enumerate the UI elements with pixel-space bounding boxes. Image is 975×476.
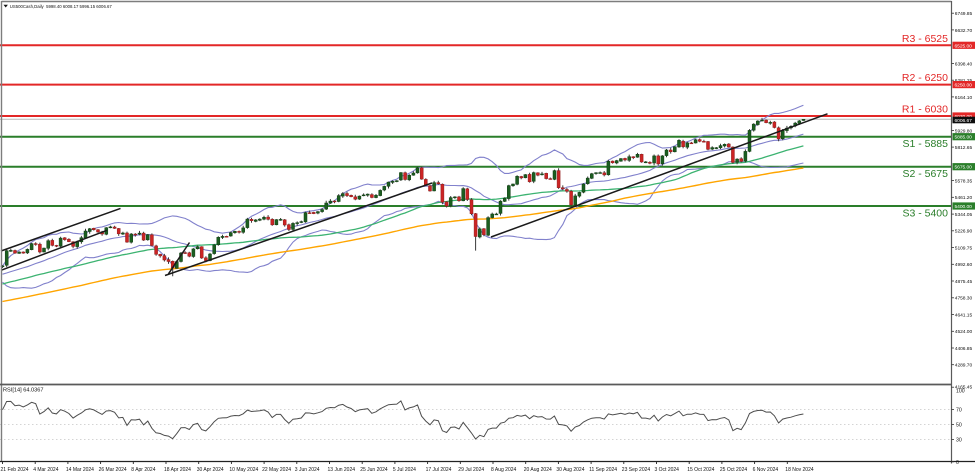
svg-text:14 Mar 2024: 14 Mar 2024 <box>66 467 94 473</box>
svg-text:S2 - 5675: S2 - 5675 <box>902 168 948 180</box>
svg-text:3 Oct 2024: 3 Oct 2024 <box>655 467 680 473</box>
svg-text:17 Jul 2024: 17 Jul 2024 <box>426 467 452 473</box>
svg-text:6525.00: 6525.00 <box>955 43 973 49</box>
svg-text:R2 - 6250: R2 - 6250 <box>902 72 948 84</box>
svg-text:13 Jun 2024: 13 Jun 2024 <box>328 467 356 473</box>
svg-text:R1 - 6030: R1 - 6030 <box>902 104 948 116</box>
svg-text:4406.85: 4406.85 <box>955 346 973 352</box>
svg-text:S3 - 5400: S3 - 5400 <box>902 208 948 220</box>
svg-text:6398.40: 6398.40 <box>955 61 973 67</box>
svg-text:5109.75: 5109.75 <box>955 246 973 252</box>
svg-text:6 Nov 2024: 6 Nov 2024 <box>753 467 779 473</box>
svg-text:5885.00: 5885.00 <box>955 135 973 141</box>
svg-text:6250.00: 6250.00 <box>955 83 973 89</box>
svg-text:6632.70: 6632.70 <box>955 28 973 34</box>
svg-text:4 Mar 2024: 4 Mar 2024 <box>33 467 59 473</box>
svg-text:4992.60: 4992.60 <box>955 262 973 268</box>
svg-text:3 Jun 2024: 3 Jun 2024 <box>295 467 320 473</box>
svg-text:5578.35: 5578.35 <box>955 179 973 185</box>
svg-text:5461.20: 5461.20 <box>955 195 973 201</box>
svg-text:4165.45: 4165.45 <box>955 384 973 390</box>
svg-text:30: 30 <box>956 437 962 443</box>
svg-text:6749.85: 6749.85 <box>955 11 973 17</box>
svg-text:4289.70: 4289.70 <box>955 363 973 369</box>
svg-text:22 May 2024: 22 May 2024 <box>262 467 291 473</box>
svg-text:25 Jun 2024: 25 Jun 2024 <box>360 467 388 473</box>
svg-text:6006.67: 6006.67 <box>955 118 973 124</box>
svg-text:R3 - 6525: R3 - 6525 <box>902 33 948 45</box>
svg-text:5 Jul 2024: 5 Jul 2024 <box>393 467 416 473</box>
svg-text:8 Aug 2024: 8 Aug 2024 <box>491 467 517 473</box>
svg-text:5344.05: 5344.05 <box>955 212 973 218</box>
svg-text:25 Oct 2024: 25 Oct 2024 <box>720 467 747 473</box>
svg-text:RSI[14] 64.0367: RSI[14] 64.0367 <box>3 388 43 394</box>
svg-text:30 Apr 2024: 30 Apr 2024 <box>197 467 224 473</box>
svg-text:8 Apr 2024: 8 Apr 2024 <box>131 467 155 473</box>
svg-text:5400.00: 5400.00 <box>955 204 973 210</box>
svg-text:5675.00: 5675.00 <box>955 165 973 171</box>
svg-text:18 Apr 2024: 18 Apr 2024 <box>164 467 191 473</box>
svg-text:100: 100 <box>956 388 965 394</box>
svg-text:S1 - 5885: S1 - 5885 <box>902 138 948 150</box>
svg-text:20 Aug 2024: 20 Aug 2024 <box>524 467 552 473</box>
svg-text:5929.80: 5929.80 <box>955 128 973 134</box>
svg-text:4524.00: 4524.00 <box>955 329 973 335</box>
svg-text:6164.10: 6164.10 <box>955 95 973 101</box>
svg-text:21 Feb 2024: 21 Feb 2024 <box>1 467 29 473</box>
svg-text:4875.45: 4875.45 <box>955 279 973 285</box>
svg-text:5812.65: 5812.65 <box>955 145 973 151</box>
svg-text:4641.15: 4641.15 <box>955 312 973 318</box>
svg-text:30 Aug 2024: 30 Aug 2024 <box>556 467 584 473</box>
svg-text:5226.90: 5226.90 <box>955 229 973 235</box>
svg-text:11 Sep 2024: 11 Sep 2024 <box>589 467 617 473</box>
svg-text:0: 0 <box>956 460 959 466</box>
svg-text:4758.30: 4758.30 <box>955 296 973 302</box>
svg-text:15 Oct 2024: 15 Oct 2024 <box>687 467 714 473</box>
svg-text:70: 70 <box>956 408 962 414</box>
svg-text:23 Sep 2024: 23 Sep 2024 <box>622 467 651 473</box>
svg-text:29 Jul 2024: 29 Jul 2024 <box>458 467 484 473</box>
svg-text:18 Nov 2024: 18 Nov 2024 <box>785 467 814 473</box>
svg-text:US500Cash,Daily 5998.40 6008.: US500Cash,Daily 5998.40 6008.17 5996.15 … <box>10 4 113 9</box>
svg-text:10 May 2024: 10 May 2024 <box>229 467 258 473</box>
svg-text:26 Mar 2024: 26 Mar 2024 <box>99 467 127 473</box>
svg-text:50: 50 <box>956 423 962 429</box>
